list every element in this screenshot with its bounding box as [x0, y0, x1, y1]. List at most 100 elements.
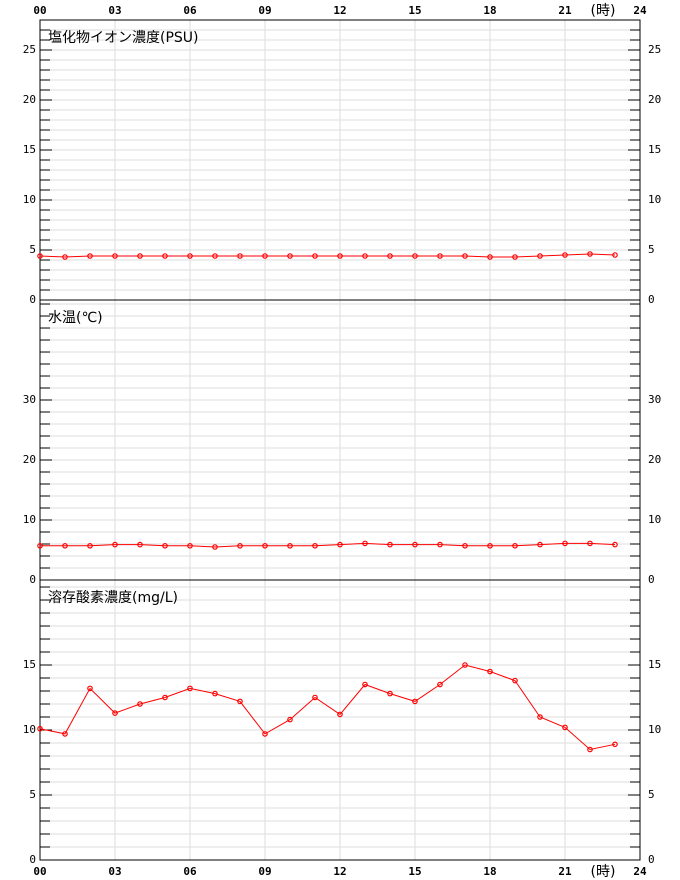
data-point	[312, 694, 318, 701]
y-tick-label: 5	[29, 243, 36, 256]
y-tick-label: 5	[29, 788, 36, 801]
data-point	[187, 543, 193, 549]
data-point	[612, 541, 618, 548]
y-tick-label-right: 20	[648, 453, 661, 466]
data-point	[162, 694, 168, 701]
x-tick-label: 18	[483, 865, 496, 878]
data-point	[362, 540, 368, 547]
data-point	[337, 253, 343, 259]
data-point	[437, 681, 443, 688]
data-point	[237, 253, 243, 259]
data-point	[237, 543, 243, 549]
data-point	[587, 746, 593, 753]
y-tick-label: 0	[29, 573, 36, 586]
data-point	[412, 698, 418, 705]
data-point	[237, 698, 243, 705]
data-point	[537, 253, 543, 259]
data-point	[487, 543, 493, 549]
x-tick-label: 12	[333, 865, 346, 878]
panel-title: 溶存酸素濃度(mg/L)	[48, 590, 178, 606]
data-point	[187, 253, 193, 259]
y-tick-label: 25	[23, 43, 36, 56]
data-point	[587, 540, 593, 547]
data-point	[562, 540, 568, 547]
data-point	[112, 710, 118, 716]
y-tick-label: 10	[23, 193, 36, 206]
x-tick-label: 21	[558, 4, 572, 17]
data-point	[437, 541, 443, 548]
y-tick-label-right: 30	[648, 393, 661, 406]
data-point	[287, 716, 293, 723]
y-tick-label: 0	[29, 853, 36, 866]
data-point	[337, 541, 343, 548]
panel-title: 塩化物イオン濃度(PSU)	[48, 30, 199, 46]
plot-frame	[39, 579, 641, 861]
x-tick-label: 09	[258, 865, 271, 878]
y-tick-label-right: 0	[648, 293, 655, 306]
y-tick-label-right: 5	[648, 243, 655, 256]
y-tick-label: 0	[29, 293, 36, 306]
data-point	[212, 253, 218, 259]
x-tick-label: 06	[183, 4, 197, 17]
y-tick-label-right: 0	[648, 573, 655, 586]
data-point	[562, 724, 568, 731]
data-point	[37, 725, 43, 732]
data-point	[262, 731, 268, 737]
data-point	[212, 690, 218, 697]
data-point	[462, 543, 468, 549]
data-point	[462, 662, 468, 668]
y-tick-label-right: 10	[648, 723, 661, 736]
data-point	[62, 543, 68, 549]
y-tick-label: 15	[23, 143, 36, 156]
data-point	[262, 543, 268, 549]
data-point	[162, 253, 168, 259]
data-point	[62, 254, 68, 260]
x-tick-label: 03	[108, 4, 121, 17]
data-point	[312, 543, 318, 549]
data-point	[87, 253, 93, 259]
data-point	[62, 731, 68, 737]
data-point	[337, 711, 343, 718]
data-point	[187, 685, 193, 692]
x-tick-label: 18	[483, 4, 496, 17]
data-point	[87, 543, 93, 549]
data-point	[137, 253, 143, 259]
x-tick-label: 09	[258, 4, 271, 17]
y-tick-label: 10	[23, 723, 36, 736]
y-tick-label: 15	[23, 658, 36, 671]
data-point	[512, 254, 518, 260]
y-tick-label-right: 15	[648, 143, 661, 156]
data-point	[137, 541, 143, 548]
data-point	[612, 252, 618, 258]
x-tick-label: 21	[558, 865, 572, 878]
data-point	[537, 541, 543, 548]
x-tick-label: 24	[633, 865, 647, 878]
y-tick-label-right: 25	[648, 43, 661, 56]
y-tick-label-right: 10	[648, 193, 661, 206]
data-line	[39, 253, 616, 258]
y-tick-label: 10	[23, 513, 36, 526]
data-point	[387, 690, 393, 697]
data-point	[612, 741, 618, 748]
data-line	[40, 542, 616, 548]
data-point	[537, 714, 543, 720]
data-point	[387, 541, 393, 548]
data-point	[462, 253, 468, 259]
data-point	[387, 253, 393, 259]
y-tick-label: 20	[23, 453, 36, 466]
x-tick-label: 03	[108, 865, 121, 878]
data-point	[162, 543, 168, 549]
data-point	[362, 681, 368, 688]
y-tick-label-right: 20	[648, 93, 661, 106]
x-tick-label: 06	[183, 865, 197, 878]
data-line	[39, 664, 616, 751]
y-tick-label-right: 15	[648, 658, 661, 671]
x-tick-label: 15	[408, 865, 421, 878]
data-point	[437, 253, 443, 259]
y-tick-label: 30	[23, 393, 36, 406]
data-point	[137, 701, 143, 707]
data-point	[37, 253, 43, 259]
y-tick-label-right: 5	[648, 788, 655, 801]
x-tick-label: 24	[633, 4, 647, 17]
